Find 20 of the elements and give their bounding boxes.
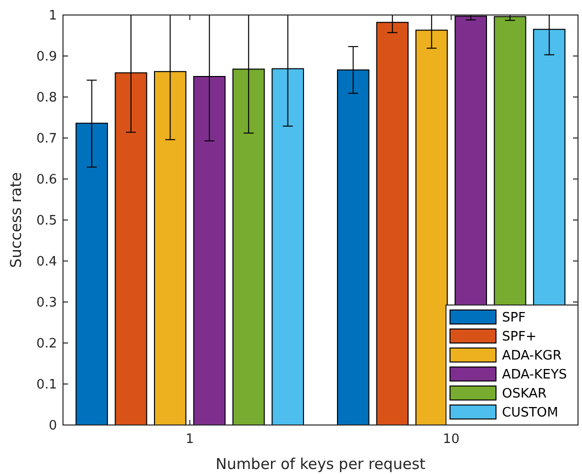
y-tick-label: 0.4	[36, 254, 57, 270]
y-tick-label: 0	[48, 418, 57, 434]
y-tick-label: 1	[48, 8, 57, 24]
legend-label: SPF+	[502, 330, 536, 345]
y-tick-label: 0.1	[36, 378, 57, 393]
y-tick-label: 0.5	[36, 214, 57, 229]
x-axis-title: Number of keys per request	[216, 455, 426, 473]
y-tick-label: 0.9	[36, 50, 57, 65]
y-tick-label: 0.6	[36, 172, 57, 188]
x-tick-label: 10	[442, 432, 460, 447]
y-tick-label: 0.8	[36, 90, 57, 106]
legend-label: ADA-KEYS	[502, 368, 567, 383]
y-axis-title: Success rate	[7, 172, 25, 268]
y-tick-label: 0.2	[36, 336, 57, 352]
legend-label: OSKAR	[502, 386, 547, 402]
legend-label: SPF	[502, 310, 526, 326]
y-tick-label: 0.3	[36, 296, 57, 311]
legend-label: ADA-KGR	[502, 348, 562, 364]
legend-label: CUSTOM	[502, 406, 558, 421]
y-tick-label: 0.7	[36, 132, 57, 147]
